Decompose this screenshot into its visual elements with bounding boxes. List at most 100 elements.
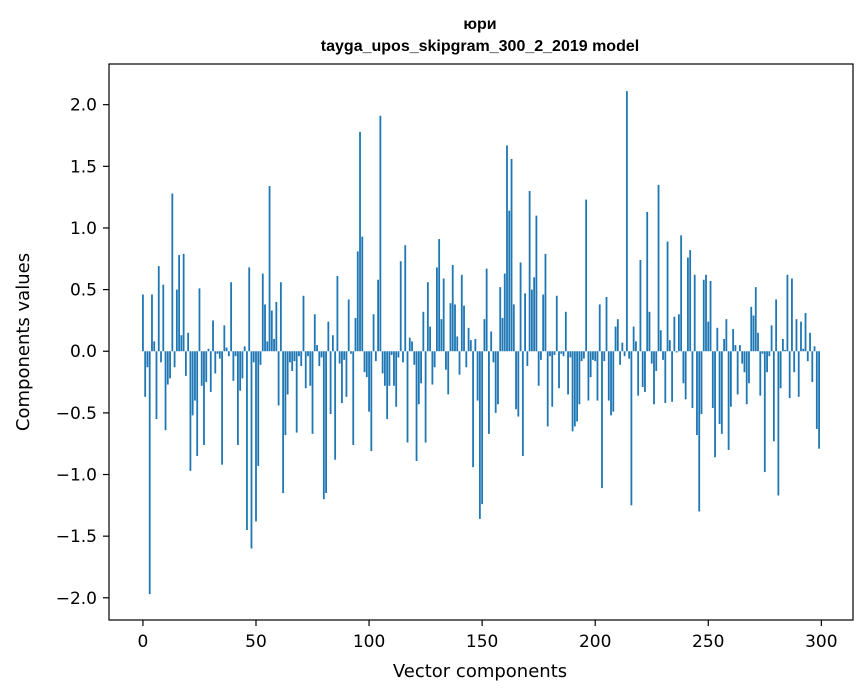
bar	[250, 351, 253, 549]
bar	[304, 351, 307, 389]
bar	[804, 313, 807, 352]
bar	[225, 347, 228, 352]
bar	[558, 351, 560, 389]
bar	[530, 289, 533, 352]
bar	[399, 261, 402, 352]
bar	[166, 351, 169, 385]
bar	[402, 351, 404, 363]
bar	[723, 338, 726, 352]
bar	[646, 211, 649, 352]
bar	[582, 351, 585, 359]
bar	[677, 314, 680, 352]
bar	[707, 321, 710, 352]
bar	[596, 351, 599, 401]
bar	[745, 351, 748, 405]
bar	[793, 351, 796, 373]
bar	[334, 351, 337, 460]
bar	[227, 351, 230, 357]
bar	[386, 351, 389, 420]
bar	[612, 351, 615, 412]
bar	[146, 351, 149, 368]
bar	[268, 186, 271, 352]
bar	[436, 267, 438, 352]
bar	[718, 351, 721, 424]
bar	[194, 351, 196, 401]
bar	[616, 319, 619, 352]
bar	[447, 351, 450, 395]
bar	[456, 336, 459, 352]
bar	[282, 351, 285, 494]
bar	[815, 351, 818, 429]
bar	[601, 351, 603, 489]
bar	[806, 351, 809, 362]
bar	[720, 351, 723, 434]
bar	[691, 351, 694, 408]
y-tick-label: 1.0	[70, 219, 97, 239]
bar	[257, 351, 260, 466]
bar	[438, 239, 441, 352]
bar	[293, 351, 296, 362]
bar	[540, 351, 542, 360]
y-axis-ticks: −2.0 −1.5 −1.0 −0.5 0.0 0.5 1.0 1.5 2.0	[56, 96, 109, 609]
bar	[397, 351, 400, 358]
bar	[266, 341, 269, 352]
bar	[637, 351, 640, 396]
bar	[589, 351, 592, 378]
bar	[605, 297, 608, 352]
bar	[184, 351, 187, 376]
bar	[779, 351, 782, 389]
bar	[356, 251, 359, 352]
bar	[797, 351, 800, 397]
bar	[232, 351, 235, 381]
bar	[153, 341, 156, 352]
bar	[515, 351, 517, 410]
bar	[800, 321, 802, 352]
bar	[426, 282, 429, 352]
bar	[488, 351, 490, 434]
bar	[345, 351, 348, 397]
bar	[687, 257, 689, 352]
bar	[619, 351, 621, 365]
bar	[336, 276, 339, 352]
bar	[187, 332, 190, 352]
bar	[442, 278, 445, 352]
bar	[454, 304, 456, 352]
bar	[508, 210, 511, 352]
bar	[732, 329, 735, 352]
bar	[761, 351, 764, 354]
bar	[408, 337, 411, 352]
bar	[198, 288, 201, 352]
bar	[148, 351, 151, 595]
bar	[739, 345, 741, 352]
bar	[748, 351, 750, 384]
bar	[286, 351, 289, 395]
bar	[727, 351, 730, 450]
bar	[465, 351, 468, 368]
bar	[555, 295, 558, 352]
bar	[200, 351, 203, 386]
bar	[241, 351, 244, 379]
bar	[467, 327, 470, 352]
bar	[300, 351, 303, 367]
bar	[494, 351, 497, 413]
bar	[659, 330, 662, 352]
bar	[390, 351, 393, 355]
bar	[628, 351, 631, 359]
bar	[650, 351, 653, 364]
bar	[560, 351, 563, 354]
bar-series	[142, 91, 820, 595]
bar	[169, 351, 171, 379]
bar	[587, 351, 590, 401]
bar	[422, 311, 425, 352]
bar	[693, 274, 696, 352]
bar	[483, 319, 486, 352]
bar	[298, 351, 300, 357]
x-tick-label: 0	[138, 632, 149, 652]
bar	[580, 351, 583, 362]
bar	[221, 351, 223, 465]
bar	[754, 287, 757, 352]
bar	[639, 260, 642, 352]
bar	[279, 282, 282, 352]
bar	[614, 326, 617, 352]
x-tick-label: 100	[353, 632, 385, 652]
